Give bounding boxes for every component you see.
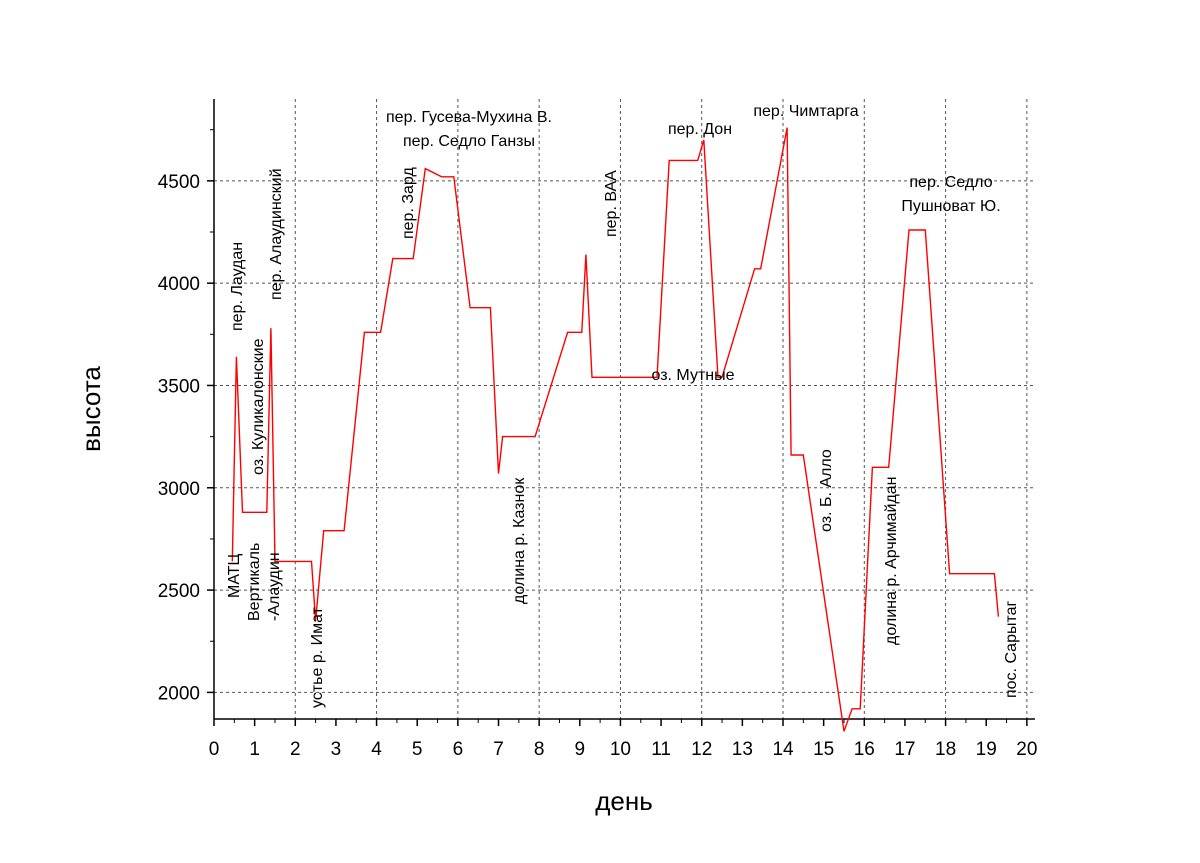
y-tick-label: 3500 bbox=[158, 376, 200, 397]
annotation-label: пер. Седло Пушноват Ю. bbox=[901, 174, 1000, 215]
x-tick-label: 18 bbox=[935, 739, 956, 760]
x-tick-label: 8 bbox=[534, 739, 545, 760]
annotation-label: пер. Чимтарга bbox=[753, 103, 858, 120]
annotation-label: пер. Дон bbox=[668, 121, 732, 138]
series bbox=[231, 127, 1000, 732]
ticks: 0 1 2 3 4 5 6 7 8 9 10 11 12 13 14 15 16 17 18 19 2020002500… bbox=[158, 129, 1037, 760]
annotation-label: МАТЦ bbox=[226, 553, 243, 598]
y-tick-label: 3000 bbox=[158, 479, 200, 500]
x-tick-label: 6 bbox=[453, 739, 464, 760]
x-tick-label: 3 bbox=[331, 739, 342, 760]
x-tick-label: 7 bbox=[493, 739, 504, 760]
annotation-label: пер. Гусева-Мухина В. bbox=[386, 109, 552, 126]
y-axis-title: высота bbox=[76, 366, 106, 452]
annotation-label: пер. Лаудан bbox=[229, 242, 246, 331]
axes bbox=[213, 99, 1035, 720]
elevation-line bbox=[231, 127, 1000, 732]
x-tick-label: 17 bbox=[894, 739, 915, 760]
annotation-label: пер. Седло Ганзы bbox=[403, 133, 535, 150]
y-tick-label: 2000 bbox=[158, 683, 200, 704]
x-tick-label: 15 bbox=[813, 739, 834, 760]
y-tick-label: 4500 bbox=[158, 172, 200, 193]
x-tick-label: 2 bbox=[290, 739, 301, 760]
x-tick-label: 14 bbox=[772, 739, 794, 760]
x-tick-label: 13 bbox=[732, 739, 753, 760]
x-tick-label: 12 bbox=[691, 739, 712, 760]
annotation-label: долина р. Казнок bbox=[511, 477, 528, 604]
annotation-label: долина р. Арчимайдан bbox=[883, 476, 900, 645]
x-tick-label: 9 bbox=[575, 739, 586, 760]
annotation-label: оз. Б. Алло bbox=[818, 449, 835, 532]
annotation-label: пос. Сарытаг bbox=[1003, 600, 1020, 698]
annotation-label: устье р. Имат bbox=[309, 606, 326, 708]
x-tick-label: 4 bbox=[371, 739, 382, 760]
annotation-label: пер. Зард bbox=[400, 167, 417, 239]
y-tick-label: 2500 bbox=[158, 581, 200, 602]
annotation-label: пер. ВАА bbox=[603, 170, 620, 237]
annotation-label: оз. Куликалонские bbox=[250, 338, 267, 475]
x-tick-label: 1 bbox=[249, 739, 260, 760]
annotation-label: пер. Алаудинский bbox=[268, 168, 285, 300]
x-tick-label: 0 bbox=[209, 739, 220, 760]
grid bbox=[214, 99, 1035, 719]
x-axis-title: день bbox=[595, 786, 653, 816]
x-tick-label: 16 bbox=[854, 739, 875, 760]
annotation-label: Вертикаль -Алаудин bbox=[246, 543, 283, 621]
x-tick-label: 20 bbox=[1016, 739, 1037, 760]
x-tick-label: 5 bbox=[412, 739, 423, 760]
y-tick-label: 4000 bbox=[158, 274, 200, 295]
x-tick-label: 11 bbox=[651, 739, 671, 760]
x-tick-label: 19 bbox=[976, 739, 997, 760]
x-tick-label: 10 bbox=[610, 739, 631, 760]
annotation-label: оз. Мутные bbox=[651, 367, 734, 384]
